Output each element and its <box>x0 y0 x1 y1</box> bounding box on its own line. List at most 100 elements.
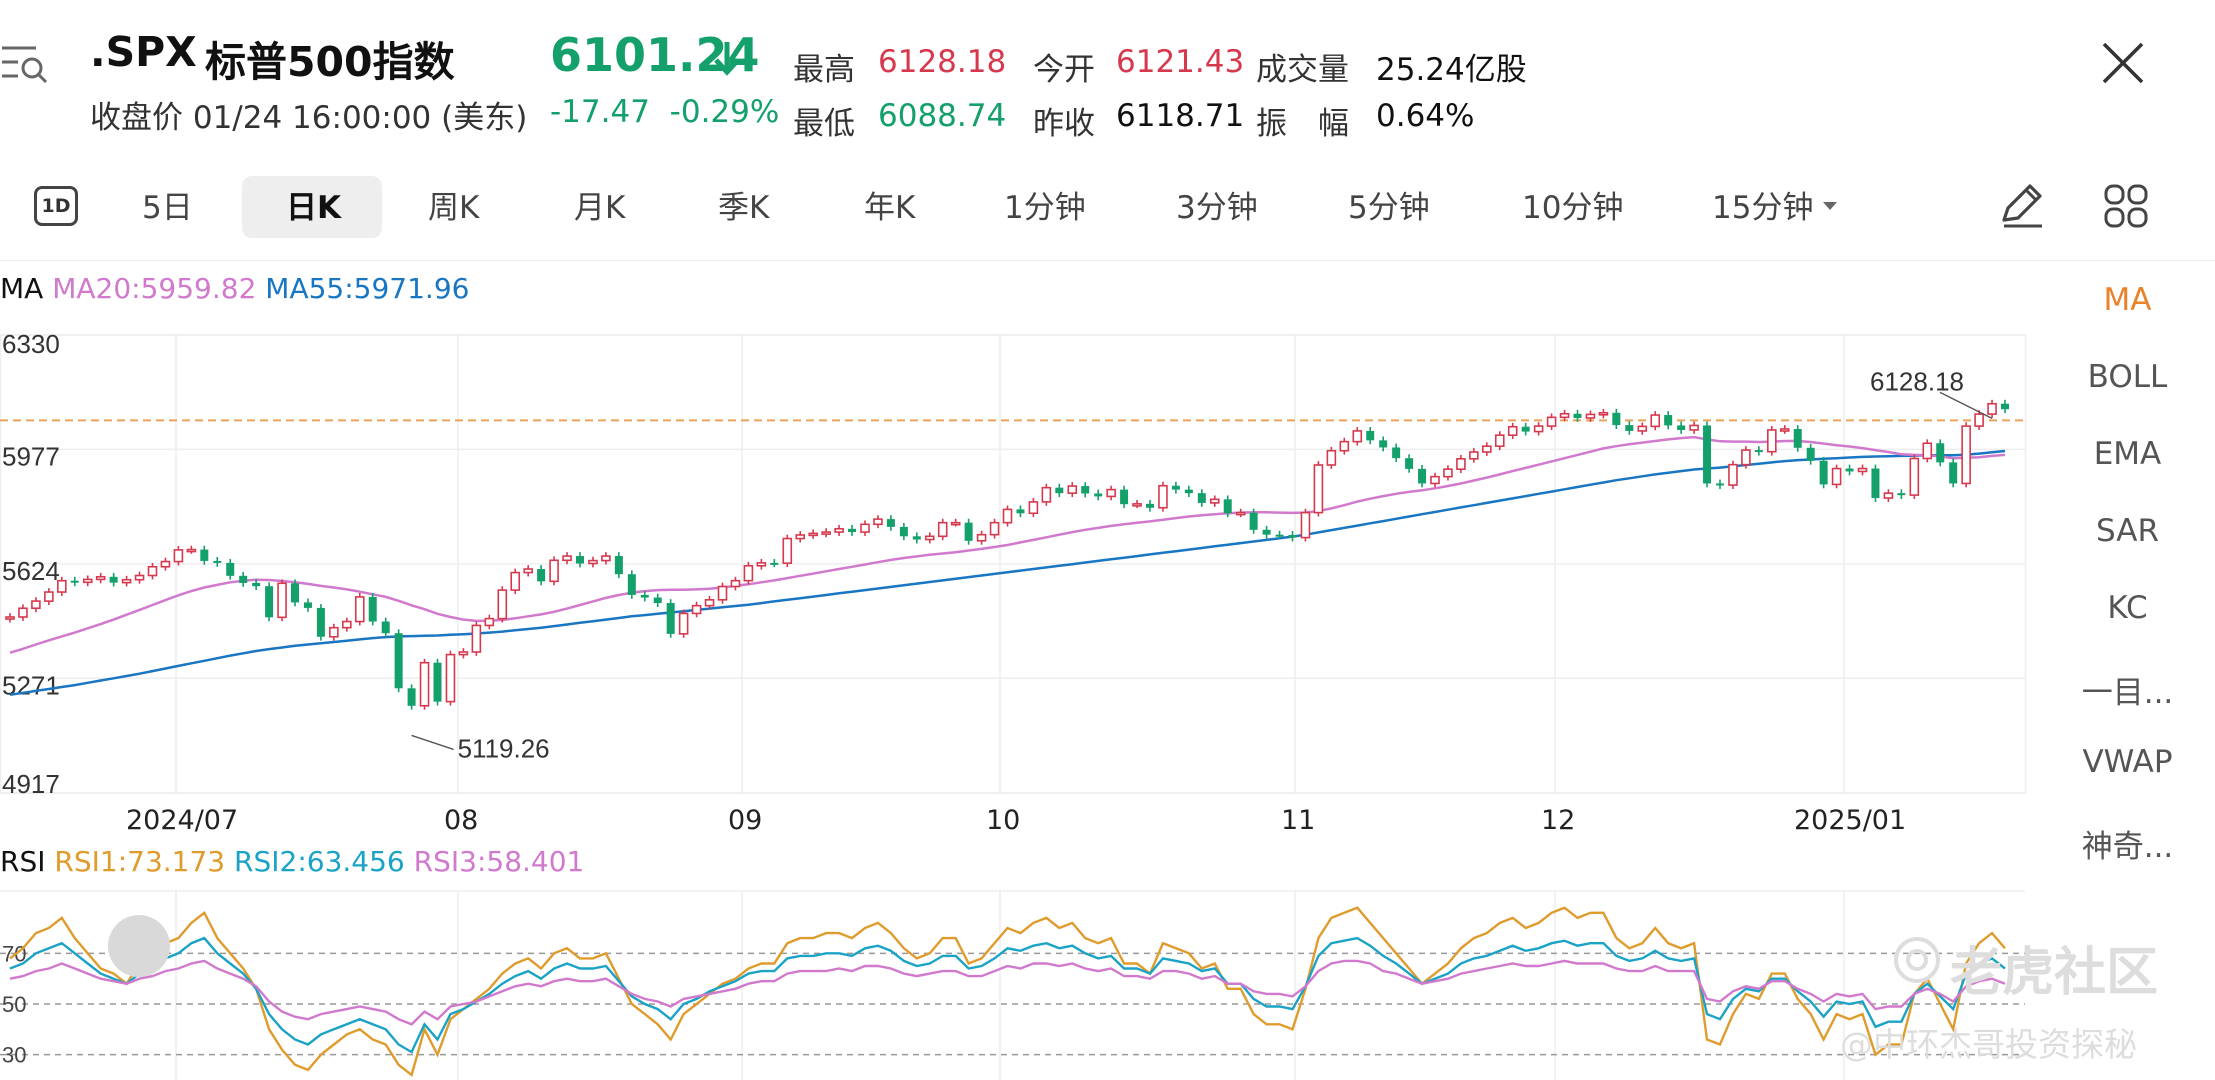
high-annotation: 6128.18 <box>1870 366 1964 396</box>
rsi2-value: RSI2:63.456 <box>234 845 405 878</box>
rsi-line-rsi1 <box>9 906 2006 1077</box>
candle-body <box>44 591 54 602</box>
candle-body <box>1339 440 1350 452</box>
candle-body <box>1469 451 1479 460</box>
tab-period-1[interactable]: 日K <box>286 190 342 226</box>
indicator-2[interactable]: EMA <box>2093 436 2162 472</box>
tab-period-0[interactable]: 5日 <box>142 190 193 226</box>
candle-body <box>18 607 28 618</box>
candle-body <box>537 569 546 582</box>
close-time: 收盘价 01/24 16:00:00 (美东) <box>90 92 527 137</box>
candle-body <box>937 521 948 538</box>
candle-body <box>173 549 184 563</box>
x-tick-label: 2025/01 <box>1794 805 1907 836</box>
candle-body <box>458 651 469 656</box>
candle-body <box>1612 412 1621 426</box>
candle-body <box>1728 463 1738 486</box>
close-label: 收盘价 <box>90 100 183 136</box>
candle-body <box>1767 429 1777 453</box>
candle-body <box>1456 458 1466 470</box>
chart-drag-handle[interactable] <box>108 915 170 977</box>
candle-body <box>1081 486 1090 494</box>
candle-body <box>1871 468 1880 499</box>
tab-period-6[interactable]: 1分钟 <box>1004 190 1086 226</box>
close-time-value: 01/24 16:00:00 (美东) <box>192 100 528 136</box>
candle-body <box>1300 511 1311 539</box>
low-value: 6088.74 <box>878 98 1007 134</box>
candle-body <box>303 602 312 608</box>
indicator-6[interactable]: VWAP <box>2082 744 2173 780</box>
candle-body <box>1313 464 1324 514</box>
indicator-1[interactable]: BOLL <box>2087 359 2168 395</box>
ticker-name: 标普500指数 <box>205 38 455 86</box>
volume-value: 25.24亿股 <box>1376 52 1527 88</box>
candle-body <box>121 578 132 584</box>
indicator-0[interactable]: MA <box>2103 282 2152 318</box>
rsi-line-rsi3 <box>9 959 2006 1026</box>
candle-body <box>873 518 883 526</box>
tab-period-7[interactable]: 3分钟 <box>1176 190 1258 226</box>
candle-body <box>1430 475 1440 485</box>
candle-body <box>821 531 831 535</box>
indicator-7[interactable]: 神奇... <box>2081 829 2174 865</box>
candle-body <box>160 560 171 568</box>
candle-body <box>252 582 261 587</box>
candle-body <box>1573 413 1582 418</box>
candle-body <box>1922 442 1933 460</box>
change-pct: -0.29% <box>669 94 780 130</box>
candle-body <box>471 624 482 653</box>
tab-period-3[interactable]: 月K <box>574 190 626 226</box>
tab-active-highlight <box>242 176 382 238</box>
indicator-5[interactable]: 一目... <box>2081 675 2174 711</box>
change-value: -17.47 <box>550 94 650 130</box>
candle-body <box>200 549 209 561</box>
candle-body <box>1275 534 1284 537</box>
tab-period-8[interactable]: 5分钟 <box>1348 190 1430 226</box>
tab-period-2[interactable]: 周K <box>428 190 480 226</box>
candle-body <box>899 526 908 537</box>
candle-body <box>770 562 779 565</box>
candle-body <box>1559 412 1570 419</box>
candle-body <box>1016 509 1025 514</box>
candle-body <box>1857 467 1868 473</box>
indicator-3[interactable]: SAR <box>2096 513 2159 549</box>
layout-grid-icon[interactable] <box>2104 184 2148 228</box>
x-tick-label: 09 <box>728 805 763 836</box>
candle-body <box>510 571 521 591</box>
candle-body <box>1936 443 1945 463</box>
tab-period-4[interactable]: 季K <box>718 190 770 226</box>
indicator-4[interactable]: KC <box>2107 590 2148 626</box>
candle-body <box>1158 484 1168 509</box>
prev-close-label: 昨收 <box>1033 106 1095 142</box>
draw-pen-icon[interactable] <box>1996 180 2046 230</box>
watermark-brand: 老虎社区 <box>1950 943 2159 1003</box>
candle-body <box>368 596 377 622</box>
candle-body <box>1494 434 1505 447</box>
candle-body <box>848 528 857 533</box>
candle-body <box>1598 411 1609 416</box>
close-icon[interactable] <box>2100 40 2146 86</box>
open-label: 今开 <box>1033 52 1095 88</box>
candle-body <box>1754 450 1763 453</box>
candle-body <box>1288 534 1297 538</box>
tab-period-5[interactable]: 年K <box>864 190 916 226</box>
tab-period-10[interactable]: 15分钟 <box>1712 190 1814 226</box>
candle-body <box>1689 424 1699 431</box>
candle-body <box>782 537 793 564</box>
candle-body <box>717 585 728 601</box>
candle-body <box>653 597 662 604</box>
menu-search-icon[interactable] <box>0 40 52 86</box>
ticker-symbol: .SPX <box>90 28 197 76</box>
dropdown-caret-icon[interactable] <box>1822 200 1838 212</box>
ma55-value: MA55:5971.96 <box>265 272 470 305</box>
candle-body <box>1546 416 1557 427</box>
candle-body <box>1132 503 1142 507</box>
tab-period-9[interactable]: 10分钟 <box>1522 190 1624 226</box>
candle-body <box>1585 413 1596 419</box>
candle-body <box>950 521 961 526</box>
period-1d-icon[interactable]: 1D <box>34 186 78 226</box>
candle-body <box>1741 449 1751 466</box>
candle-body <box>1521 426 1530 432</box>
